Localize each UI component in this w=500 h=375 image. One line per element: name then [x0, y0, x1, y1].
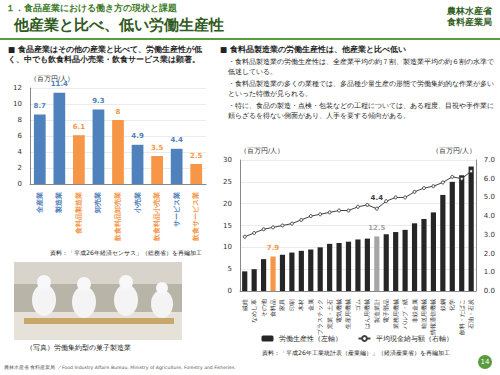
svg-text:4: 4	[18, 148, 23, 156]
html-text:１．食品産業における働き方の現状と課題: １．食品産業における働き方の現状と課題	[6, 3, 177, 13]
svg-text:2: 2	[18, 164, 22, 172]
svg-text:7.0: 7.0	[484, 156, 495, 164]
svg-text:8: 8	[116, 108, 121, 116]
svg-text:製造業: 製造業	[55, 192, 63, 214]
html-text:14: 14	[480, 358, 490, 366]
svg-text:4.9: 4.9	[131, 132, 144, 140]
svg-text:（百万円/人）: （百万円/人）	[30, 74, 75, 83]
svg-text:卸売業: 卸売業	[94, 192, 102, 214]
svg-text:飲食料品小売業: 飲食料品小売業	[153, 192, 161, 242]
svg-text:6.0: 6.0	[484, 175, 495, 183]
svg-text:ゴム: ゴム	[355, 299, 361, 311]
svg-text:1.0: 1.0	[484, 268, 495, 276]
svg-text:5.0: 5.0	[484, 193, 495, 201]
svg-text:非鉄金属: 非鉄金属	[412, 299, 418, 323]
svg-text:繊維: 繊維	[242, 299, 248, 312]
svg-text:20: 20	[223, 200, 232, 208]
html-text:・特に、食品の製造・点検・包装などの工程については、ある程度: ・特に、食品の製造・点検・包装などの工程については、ある程度、目視や手作業に頼ら…	[228, 101, 494, 120]
svg-text:電子部品: 電子部品	[382, 299, 389, 323]
svg-text:25: 25	[223, 178, 232, 186]
svg-text:飲食料品卸売業: 飲食料品卸売業	[114, 192, 122, 242]
svg-text:石油・石炭: 石油・石炭	[468, 299, 474, 329]
svg-text:はん用機械: はん用機械	[364, 299, 370, 329]
svg-text:なめし革: なめし革	[251, 299, 258, 323]
svg-text:全産業: 全産業	[35, 192, 44, 214]
html-text:資料：「平成26年工業統計表（産業編）」（経済産業省）を再編: 資料：「平成26年工業統計表（産業編）」（経済産業省）を再編加工	[262, 349, 450, 356]
svg-text:飲食サービス業: 飲食サービス業	[192, 192, 200, 242]
svg-text:12.5: 12.5	[368, 224, 385, 232]
svg-text:5: 5	[228, 265, 232, 273]
svg-text:9.3: 9.3	[92, 97, 105, 105]
svg-text:30: 30	[223, 156, 232, 164]
svg-text:プラスチック: プラスチック	[316, 299, 323, 335]
svg-text:2.0: 2.0	[484, 250, 495, 258]
svg-text:輸送用機械: 輸送用機械	[421, 299, 427, 329]
svg-text:業務用機械: 業務用機械	[393, 299, 399, 329]
html-text:食料産業局: 食料産業局	[447, 17, 492, 27]
svg-text:金属: 金属	[308, 299, 314, 311]
svg-text:食料品: 食料品	[270, 299, 276, 317]
svg-text:0.0: 0.0	[484, 287, 495, 295]
svg-text:食料品製造業: 食料品製造業	[75, 192, 83, 235]
html-text:農林水産省: 農林水産省	[447, 6, 492, 16]
svg-text:生産用機械: 生産用機械	[344, 299, 351, 329]
svg-text:2.5: 2.5	[190, 152, 203, 160]
html-text:・食料品製造業の多くの業種では、多品種少量生産の形態で労働集: ・食料品製造業の多くの業種では、多品種少量生産の形態で労働集約的な作業が多いとい…	[228, 79, 494, 98]
svg-text:平均現金給与額（右軸）: 平均現金給与額（右軸）	[376, 335, 453, 343]
svg-text:パルプ・紙: パルプ・紙	[401, 299, 408, 330]
html-text:（写真）労働集約型の菓子製造業: （写真）労働集約型の菓子製造業	[26, 344, 131, 352]
svg-text:鉄鋼: 鉄鋼	[440, 299, 446, 311]
html-text:他産業と比べ、低い労働生産性: 他産業と比べ、低い労働生産性	[14, 16, 224, 34]
svg-text:家具: 家具	[278, 299, 285, 311]
svg-text:4.0: 4.0	[484, 212, 495, 220]
html-text:■ 食品産業はその他の産業と比べて、労働生産性が低く、中でも: ■ 食品産業はその他の産業と比べて、労働生産性が低く、中でも飲食料品小売業・飲食…	[8, 45, 202, 64]
svg-text:8.7: 8.7	[34, 102, 47, 110]
svg-text:10: 10	[223, 243, 232, 251]
svg-text:小売業: 小売業	[134, 192, 142, 214]
svg-text:6: 6	[18, 132, 23, 140]
html-text:■ 食料品製造業の労働生産性は、他産業と比べ低い: ■ 食料品製造業の労働生産性は、他産業と比べ低い	[220, 45, 406, 54]
svg-text:窯業・土石: 窯業・土石	[326, 299, 333, 329]
svg-text:（百万円/人）: （百万円/人）	[240, 147, 284, 155]
svg-text:0: 0	[228, 287, 232, 295]
svg-text:（百万円/人）: （百万円/人）	[432, 147, 476, 155]
svg-text:サービス業: サービス業	[173, 192, 181, 227]
svg-text:12: 12	[13, 84, 22, 92]
svg-text:飲料・たばこ: 飲料・たばこ	[459, 299, 465, 335]
svg-text:15: 15	[223, 222, 232, 230]
html-text:・食料品製造業の労働生産性は、全産業平均の約７割、製造業平均: ・食料品製造業の労働生産性は、全産業平均の約７割、製造業平均の約６割の水準で低迷…	[228, 57, 494, 76]
svg-text:3.0: 3.0	[484, 231, 495, 239]
svg-text:労働生産性（左軸）: 労働生産性（左軸）	[279, 335, 342, 343]
svg-text:化学: 化学	[449, 299, 455, 311]
svg-text:4.4: 4.4	[371, 194, 384, 202]
svg-text:電気機械: 電気機械	[336, 299, 342, 323]
svg-text:その他: その他	[261, 299, 268, 317]
svg-text:製造業計: 製造業計	[374, 299, 380, 323]
html-text:資料：「平成26年経済センサス」（総務省）を再編加工: 資料：「平成26年経済センサス」（総務省）を再編加工	[50, 249, 202, 256]
svg-text:木材: 木材	[298, 299, 304, 311]
svg-text:4.4: 4.4	[170, 136, 183, 144]
svg-text:情報通信機械: 情報通信機械	[430, 299, 436, 336]
svg-text:印刷: 印刷	[289, 299, 295, 311]
svg-text:11.4: 11.4	[51, 80, 68, 88]
svg-text:8: 8	[18, 116, 22, 124]
svg-text:3.5: 3.5	[151, 144, 164, 152]
svg-text:6.1: 6.1	[73, 123, 86, 131]
svg-text:10: 10	[13, 100, 22, 108]
svg-text:0: 0	[18, 180, 22, 188]
html-text:農林水産省 食料産業局 ／Food Industry Aff: 農林水産省 食料産業局 ／Food Industry Affairs Burea…	[4, 365, 236, 370]
svg-text:7.9: 7.9	[267, 244, 280, 252]
